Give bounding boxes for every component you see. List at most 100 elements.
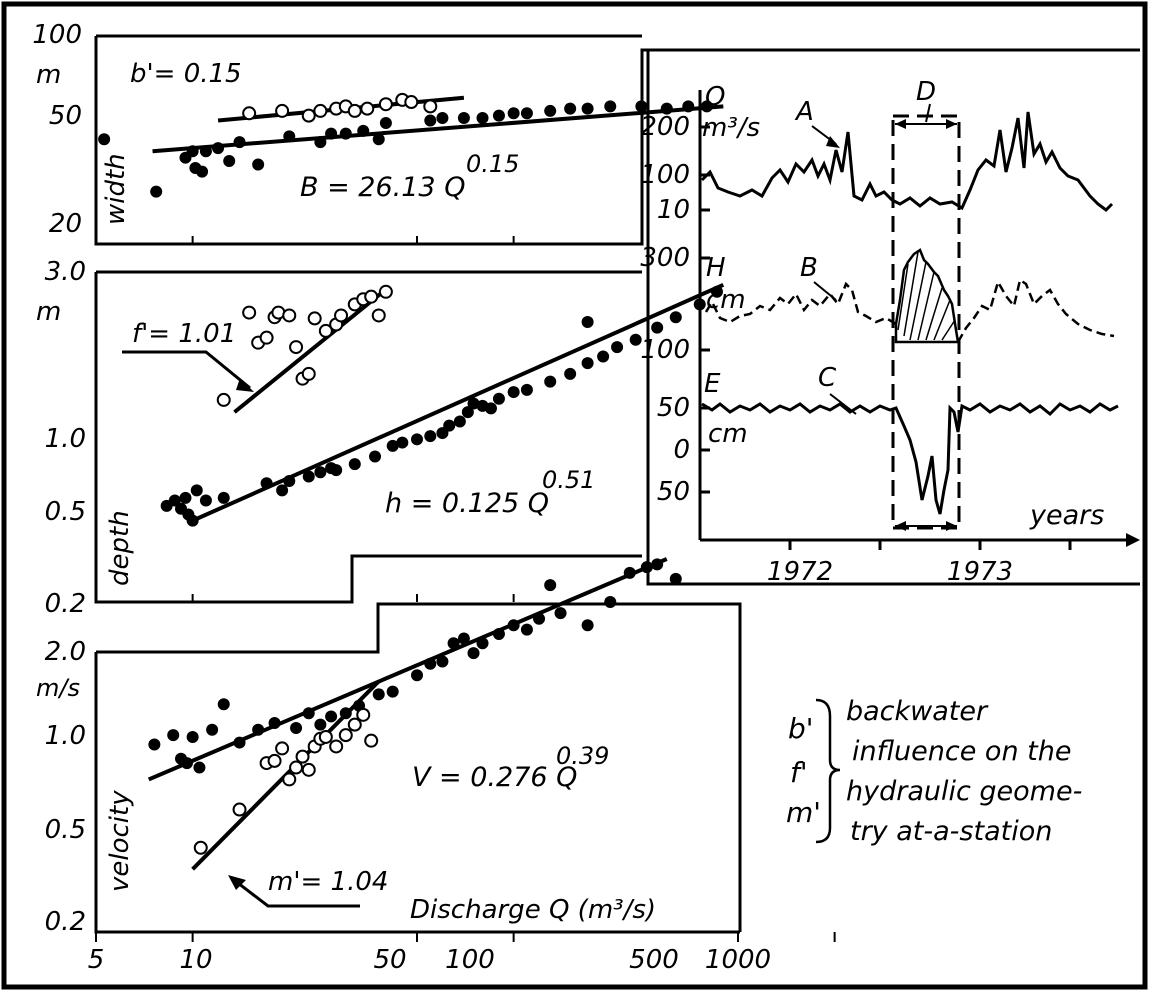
depth-point-filled <box>411 433 423 446</box>
depth-point-filled <box>369 450 382 463</box>
depth-point-open <box>216 392 231 407</box>
width-point-filled <box>379 117 392 130</box>
depth-point-filled <box>443 419 456 432</box>
velocity-y-tick-02: 0.2 <box>45 907 86 937</box>
velocity-point-filled <box>424 657 437 670</box>
width-point-filled <box>682 100 695 113</box>
width-point-filled <box>223 155 236 168</box>
depth-point-filled <box>611 341 624 354</box>
velocity-y-unit: m/s <box>36 674 80 702</box>
depth-point-filled <box>629 333 642 346</box>
width-point-open <box>378 97 393 112</box>
velocity-point-open <box>356 707 371 722</box>
legend-line-2: influence on the <box>852 736 1071 767</box>
velocity-exponent: 0.39 <box>556 742 609 770</box>
timeseries-x-arrowhead <box>1126 533 1140 547</box>
width-point-filled <box>564 102 577 115</box>
width-point-filled <box>581 102 594 115</box>
width-point-filled <box>700 100 713 113</box>
legend-symbol-f: f' <box>790 756 808 789</box>
width-point-filled <box>604 100 617 113</box>
width-point-filled <box>436 112 449 125</box>
depth-point-filled <box>669 311 682 324</box>
depth-point-open <box>371 308 386 323</box>
depth-point-open <box>301 366 316 381</box>
depth-point-filled <box>314 466 327 479</box>
velocity-point-filled <box>476 637 489 650</box>
timeseries-tick-1972: 1972 <box>767 557 833 587</box>
x-axis-label: Discharge Q (m³/s) <box>410 895 656 925</box>
velocity-point-filled <box>325 710 338 723</box>
depth-point-open <box>307 311 322 326</box>
width-point-filled <box>492 109 505 122</box>
depth-point-filled <box>507 386 520 399</box>
velocity-point-open <box>232 802 247 817</box>
velocity-point-filled <box>290 722 303 735</box>
x-tick-5: 5 <box>88 945 105 975</box>
width-point-filled <box>314 136 327 149</box>
velocity-point-open <box>295 749 310 764</box>
depth-point-filled <box>564 367 577 380</box>
velocity-point-open <box>329 739 344 754</box>
q-tick-100: 100 <box>640 160 690 190</box>
width-point-filled <box>660 102 673 115</box>
width-point-open <box>423 99 438 114</box>
depth-fit-line-filled <box>191 283 725 523</box>
period-d-label: D <box>916 77 936 107</box>
width-point-filled <box>424 114 437 127</box>
depth-point-filled <box>199 494 212 507</box>
depth-fit-line-open <box>233 287 388 414</box>
width-point-filled <box>186 145 199 158</box>
width-exponent: 0.15 <box>466 150 519 178</box>
h-series-line-continued <box>956 277 1115 343</box>
velocity-point-filled <box>507 619 520 632</box>
width-point-filled <box>357 124 370 137</box>
depth-point-open <box>282 308 297 323</box>
x-tick-500: 500 <box>629 945 679 975</box>
depth-backwater-label: f'= 1.01 <box>132 319 236 349</box>
velocity-point-open <box>338 728 353 743</box>
width-fit-line-filled <box>152 104 724 154</box>
width-point-filled <box>507 107 520 120</box>
depth-point-open <box>334 308 349 323</box>
velocity-point-filled <box>447 637 460 650</box>
depth-point-filled <box>386 439 399 452</box>
velocity-point-open <box>364 733 379 748</box>
width-point-filled <box>199 145 212 158</box>
depth-point-filled <box>330 464 343 477</box>
depth-point-filled <box>348 458 361 471</box>
depth-y-tick-02: 0.2 <box>45 589 86 619</box>
velocity-point-filled <box>148 738 161 751</box>
depth-point-filled <box>186 514 199 527</box>
velocity-point-filled <box>180 757 193 770</box>
depth-point-filled <box>651 321 664 334</box>
h-unit: cm <box>706 285 746 315</box>
velocity-backwater-label: m'= 1.04 <box>268 867 388 897</box>
velocity-point-filled <box>492 627 505 640</box>
depth-point-filled <box>260 477 273 490</box>
width-point-filled <box>212 142 225 155</box>
depth-point-filled <box>492 392 505 405</box>
depth-point-filled <box>424 430 437 443</box>
velocity-panel: 2.0 1.0 0.5 0.2 m/s velocity V = 0.276 Q… <box>36 557 836 975</box>
e-tick-0: 0 <box>673 435 690 465</box>
depth-point-filled <box>302 470 315 483</box>
velocity-point-filled <box>186 730 199 743</box>
velocity-point-filled <box>669 572 682 585</box>
legend-brace <box>815 698 841 844</box>
legend: b' f' m' backwater influence on the hydr… <box>786 696 1082 847</box>
width-point-filled <box>233 136 246 149</box>
depth-point-filled <box>581 357 594 370</box>
period-d-box <box>891 114 961 530</box>
q-curve-label: A <box>794 97 814 127</box>
width-point-filled <box>98 133 111 146</box>
q-unit: m³/s <box>702 113 760 143</box>
depth-point-filled <box>467 397 480 410</box>
legend-symbol-b: b' <box>788 712 813 745</box>
velocity-y-tick-05: 0.5 <box>45 815 86 845</box>
timeseries-tick-1973: 1973 <box>947 557 1013 587</box>
depth-point-filled <box>544 375 557 388</box>
velocity-y-tick-2: 2.0 <box>45 637 86 667</box>
timeseries-x-label: years <box>1029 500 1104 531</box>
